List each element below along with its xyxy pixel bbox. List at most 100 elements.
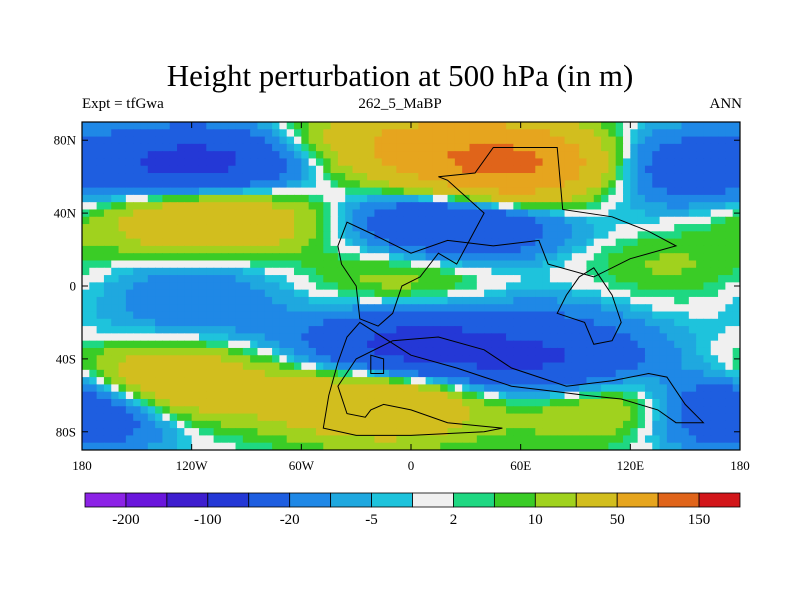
field-cell (718, 413, 726, 422)
field-cell (732, 377, 740, 385)
field-cell (162, 253, 171, 262)
field-cell (462, 355, 471, 364)
field-cell (242, 216, 251, 225)
field-cell (96, 413, 105, 422)
field-cell (235, 129, 244, 138)
field-cell (198, 253, 207, 262)
field-cell (491, 428, 500, 437)
field-cell (666, 129, 675, 138)
field-cell (257, 224, 266, 232)
field-cell (652, 289, 661, 298)
field-cell (301, 173, 310, 181)
field-cell (527, 238, 536, 247)
field-cell (118, 377, 127, 385)
field-cell (308, 216, 317, 225)
field-cell (381, 333, 390, 342)
field-cell (162, 224, 171, 232)
field-cell (191, 245, 200, 254)
field-cell (557, 209, 566, 218)
field-cell (140, 420, 149, 429)
field-cell (118, 165, 127, 174)
field-cell (571, 311, 580, 320)
field-cell (601, 282, 609, 291)
field-cell (177, 165, 185, 174)
field-cell (549, 173, 558, 181)
field-cell (359, 224, 368, 232)
field-cell (549, 151, 558, 160)
field-cell (732, 260, 740, 269)
field-cell (564, 267, 573, 276)
field-cell (169, 143, 178, 152)
field-cell (432, 165, 441, 174)
field-cell (118, 355, 127, 364)
field-cell (520, 275, 529, 283)
field-cell (96, 143, 105, 152)
field-cell (345, 435, 354, 444)
field-cell (242, 391, 251, 400)
field-cell (198, 318, 207, 327)
field-cell (725, 122, 734, 130)
field-cell (359, 347, 368, 356)
field-cell (718, 194, 726, 203)
field-cell (666, 435, 675, 444)
field-cell (308, 311, 317, 320)
field-cell (718, 187, 726, 196)
field-cell (111, 187, 120, 196)
field-cell (352, 238, 361, 247)
field-cell (688, 413, 697, 422)
field-cell (637, 435, 646, 444)
field-cell (264, 413, 273, 422)
field-cell (564, 224, 573, 232)
field-cell (710, 224, 719, 232)
field-cell (125, 129, 134, 138)
field-cell (418, 129, 427, 138)
field-cell (476, 238, 485, 247)
field-cell (359, 326, 368, 334)
field-cell (228, 428, 237, 437)
field-cell (294, 143, 302, 152)
field-cell (601, 442, 609, 450)
field-cell (579, 398, 588, 407)
field-cell (177, 245, 185, 254)
field-cell (476, 333, 485, 342)
field-cell (652, 304, 661, 313)
field-cell (644, 151, 653, 160)
field-cell (103, 340, 112, 349)
field-cell (323, 122, 332, 130)
field-cell (337, 413, 346, 422)
field-cell (220, 216, 229, 225)
field-cell (389, 362, 397, 371)
field-cell (710, 384, 719, 393)
field-cell (644, 209, 653, 218)
field-cell (140, 129, 149, 138)
field-cell (118, 428, 127, 437)
field-cell (593, 245, 602, 254)
field-cell (323, 143, 332, 152)
field-cell (359, 129, 368, 138)
field-cell (593, 165, 602, 174)
field-cell (564, 296, 573, 305)
field-cell (681, 216, 690, 225)
field-cell (593, 282, 602, 291)
field-cell (169, 311, 178, 320)
field-cell (279, 260, 288, 269)
field-cell (593, 442, 602, 450)
field-cell (103, 216, 112, 225)
field-cell (279, 129, 288, 138)
field-cell (659, 282, 668, 291)
field-cell (652, 442, 661, 450)
field-cell (133, 282, 142, 291)
field-cell (359, 384, 368, 393)
field-cell (630, 333, 639, 342)
field-cell (89, 362, 98, 371)
field-cell (82, 165, 90, 174)
field-cell (659, 311, 668, 320)
field-cell (710, 180, 719, 189)
field-cell (184, 224, 193, 232)
field-cell (644, 173, 653, 181)
field-cell (469, 165, 478, 174)
field-cell (593, 384, 602, 393)
field-cell (374, 326, 383, 334)
field-cell (681, 151, 690, 160)
field-cell (447, 231, 456, 240)
